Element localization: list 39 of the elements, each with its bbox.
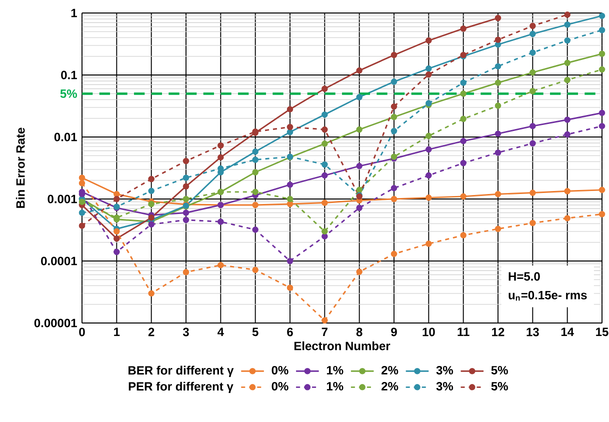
legend-label: 0% bbox=[272, 382, 288, 390]
x-tick-label: 11 bbox=[458, 328, 470, 336]
x-tick-label: 15 bbox=[596, 328, 608, 336]
x-tick-label: 13 bbox=[526, 328, 539, 336]
text: PER for different γ bbox=[128, 382, 234, 394]
x-tick-label: 6 bbox=[287, 328, 293, 336]
y-tick-label: 1 bbox=[71, 8, 77, 18]
annotation: u$_{n}$=0.15e- rms bbox=[508, 290, 587, 301]
x-tick-label: 7 bbox=[322, 328, 328, 336]
x-tick-label: 12 bbox=[492, 328, 504, 336]
annotation: H=5.0 bbox=[508, 272, 540, 281]
x-axis-title: Electron Number bbox=[294, 341, 390, 350]
x-tick-label: 4 bbox=[218, 328, 224, 336]
x-tick-label: 10 bbox=[422, 328, 435, 336]
x-tick-label: 2 bbox=[148, 328, 154, 336]
legend-label: 5% bbox=[491, 382, 508, 390]
y-tick-label: 0.0001 bbox=[41, 256, 77, 266]
legend-label: 2% bbox=[382, 366, 398, 374]
legend-label: 2% bbox=[382, 382, 398, 390]
text: BER for different γ bbox=[128, 366, 234, 377]
x-tick-label: 3 bbox=[182, 328, 189, 336]
y-tick-label: 0.1 bbox=[61, 70, 77, 80]
legend-label: 5% bbox=[491, 366, 508, 374]
legend-label: 3% bbox=[436, 366, 454, 374]
y-tick-label: 0.00001 bbox=[34, 318, 77, 328]
legend-label: 1% bbox=[326, 366, 344, 374]
x-tick-label: 8 bbox=[356, 328, 362, 336]
x-tick-label: 0 bbox=[79, 328, 85, 336]
x-tick-label: 14 bbox=[561, 328, 574, 336]
ref-line-label: 5% bbox=[60, 89, 77, 98]
legend-label: 3% bbox=[436, 382, 454, 390]
legend-label: 0% bbox=[272, 366, 288, 374]
x-tick-label: 5 bbox=[252, 328, 258, 336]
y-axis-title: Bin Error Rate bbox=[16, 128, 25, 208]
y-tick-label: 0.001 bbox=[48, 194, 77, 204]
y-tick-label: 0.01 bbox=[54, 132, 77, 142]
legend-label: 1% bbox=[326, 382, 344, 390]
x-tick-label: 1 bbox=[114, 328, 120, 336]
x-tick-label: 9 bbox=[391, 328, 397, 336]
